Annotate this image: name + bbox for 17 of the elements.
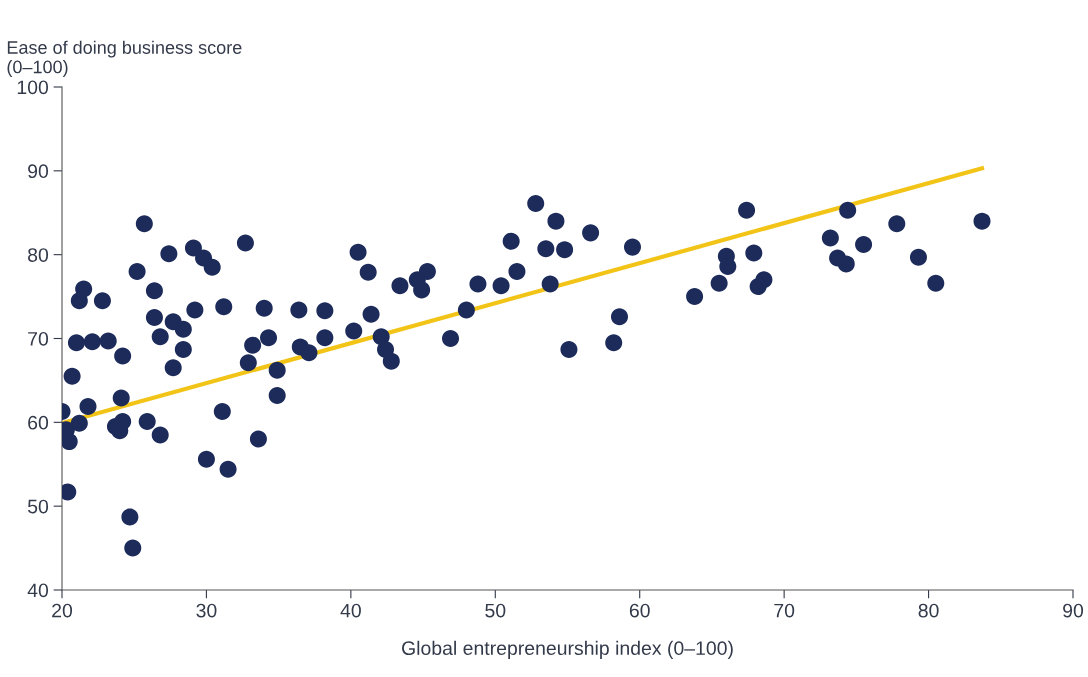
y-tick-label: 40 bbox=[27, 583, 49, 598]
x-tick-label: 30 bbox=[196, 603, 217, 618]
y-tick-label: 60 bbox=[28, 415, 49, 430]
x-tick-label: 60 bbox=[629, 603, 650, 618]
x-tick-label: 90 bbox=[1063, 603, 1084, 618]
y-tick-label: 90 bbox=[28, 164, 49, 179]
x-tick-label: 80 bbox=[918, 603, 939, 618]
y-tick-label: 80 bbox=[28, 248, 49, 262]
y-tick-label: 50 bbox=[27, 499, 49, 514]
x-axis-title: Global entrepreneurship index (0–100) bbox=[402, 640, 733, 659]
x-tick-label: 50 bbox=[485, 603, 506, 618]
y-axis-title: Ease of doing business score (0–100) bbox=[7, 40, 242, 77]
x-tick-label: 40 bbox=[340, 603, 361, 618]
y-tick-label: 70 bbox=[28, 331, 49, 346]
x-tick-label: 70 bbox=[774, 603, 795, 618]
y-tick-label: 100 bbox=[17, 80, 49, 95]
x-tick-label: 20 bbox=[52, 603, 73, 618]
